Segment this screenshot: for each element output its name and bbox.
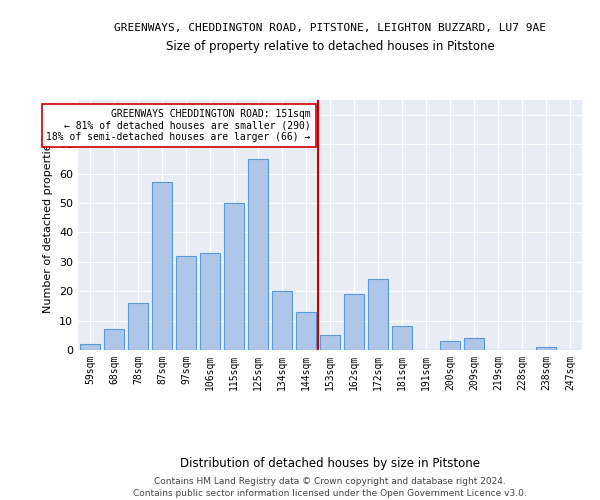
Bar	[200, 253, 220, 350]
Bar	[344, 294, 364, 350]
Bar	[392, 326, 412, 350]
Bar	[320, 336, 340, 350]
Bar	[104, 330, 124, 350]
Bar	[368, 280, 388, 350]
Text: Contains HM Land Registry data © Crown copyright and database right 2024.: Contains HM Land Registry data © Crown c…	[154, 478, 506, 486]
Bar	[224, 203, 244, 350]
Text: Contains public sector information licensed under the Open Government Licence v3: Contains public sector information licen…	[133, 489, 527, 498]
Bar	[128, 303, 148, 350]
Bar	[152, 182, 172, 350]
Bar	[272, 291, 292, 350]
Text: Size of property relative to detached houses in Pitstone: Size of property relative to detached ho…	[166, 40, 494, 53]
Text: Distribution of detached houses by size in Pitstone: Distribution of detached houses by size …	[180, 458, 480, 470]
Bar	[440, 341, 460, 350]
Bar	[464, 338, 484, 350]
Bar	[176, 256, 196, 350]
Y-axis label: Number of detached properties: Number of detached properties	[43, 138, 53, 312]
Text: GREENWAYS, CHEDDINGTON ROAD, PITSTONE, LEIGHTON BUZZARD, LU7 9AE: GREENWAYS, CHEDDINGTON ROAD, PITSTONE, L…	[114, 22, 546, 32]
Bar	[296, 312, 316, 350]
Text: GREENWAYS CHEDDINGTON ROAD: 151sqm
← 81% of detached houses are smaller (290)
18: GREENWAYS CHEDDINGTON ROAD: 151sqm ← 81%…	[46, 109, 311, 142]
Bar	[536, 347, 556, 350]
Bar	[80, 344, 100, 350]
Bar	[248, 159, 268, 350]
